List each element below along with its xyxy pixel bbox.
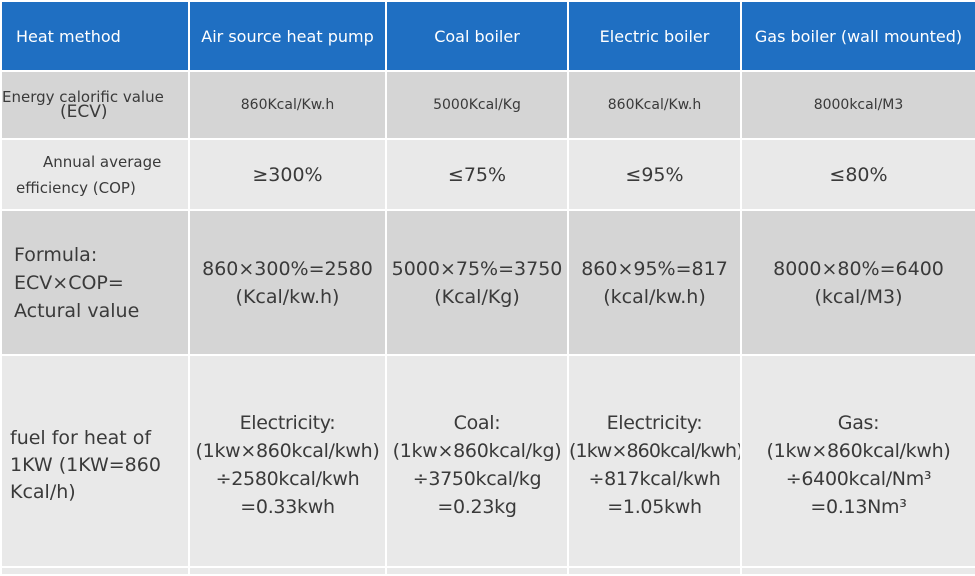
fuel-cell-gas: Gas: (1kw×860kcal/kwh) ÷6400kcal/Nm³ =0.…	[740, 354, 975, 576]
formula-coal-line1: 5000×75%=3750	[391, 257, 563, 280]
fuel-coal-line3: ÷3750kcal/kg	[412, 468, 542, 490]
ecv-row: Energy calorific value (ECV) 860Kcal/Kw.…	[0, 70, 975, 140]
formula-row-label: Formula: ECV×COP= Actural value	[0, 209, 190, 356]
cop-cell-electric: ≤95%	[567, 138, 742, 211]
fuel-row-label: fuel for heat of 1KW (1KW=860 Kcal/h)	[0, 354, 190, 576]
header-row: Heat method Air source heat pump Coal bo…	[0, 0, 975, 72]
ecv-cell-electric: 860Kcal/Kw.h	[567, 70, 742, 140]
fuel-cell-coal: Coal: (1kw×860kcal/kg) ÷3750kcal/kg =0.2…	[385, 354, 569, 576]
fuel-coal-line4: =0.23kg	[437, 496, 517, 518]
fuel-electric-line4: =1.05kwh	[607, 496, 702, 518]
formula-label-line2: ECV×COP=	[14, 271, 124, 294]
fuel-coal-line2: (1kw×860kcal/kg)	[392, 440, 562, 462]
formula-electric-line2: (kcal/kw.h)	[603, 285, 706, 308]
cop-label-line1: Annual average	[43, 152, 162, 171]
header-electric-boiler: Electric boiler	[567, 0, 742, 72]
formula-heat-pump-line2: (Kcal/kw.h)	[235, 285, 340, 308]
formula-electric-line1: 860×95%=817	[581, 257, 728, 280]
cop-row: Annual average efficiency (COP) ≥300% ≤7…	[0, 138, 975, 211]
formula-coal-line2: (Kcal/Kg)	[434, 285, 520, 308]
formula-cell-heat-pump: 860×300%=2580 (Kcal/kw.h)	[188, 209, 387, 356]
cop-cell-coal: ≤75%	[385, 138, 569, 211]
fuel-heat-pump-line2: (1kw×860kcal/kwh)	[195, 440, 380, 462]
header-gas-boiler: Gas boiler (wall mounted)	[740, 0, 975, 72]
formula-cell-gas: 8000×80%=6400 (kcal/M3)	[740, 209, 975, 356]
fuel-gas-line4: =0.13Nm³	[810, 496, 907, 518]
fuel-gas-line1: Gas:	[837, 412, 880, 434]
ecv-cell-heat-pump: 860Kcal/Kw.h	[188, 70, 387, 140]
ecv-label-line1: Energy calorific value	[2, 88, 164, 106]
fuel-label-line3: Kcal/h)	[10, 480, 76, 503]
fuel-label-line1: fuel for heat of	[10, 426, 152, 449]
cop-cell-gas: ≤80%	[740, 138, 975, 211]
header-heat-method: Heat method	[0, 0, 190, 72]
ecv-row-label: Energy calorific value (ECV)	[0, 70, 190, 140]
fuel-label-line2: 1KW (1KW=860	[10, 453, 161, 476]
header-air-source-heat-pump: Air source heat pump	[188, 0, 387, 72]
cop-label-line2: efficiency (COP)	[16, 178, 136, 197]
fuel-cell-heat-pump: Electricity: (1kw×860kcal/kwh) ÷2580kcal…	[188, 354, 387, 576]
formula-gas-line1: 8000×80%=6400	[773, 257, 944, 280]
cop-row-label: Annual average efficiency (COP)	[0, 138, 190, 211]
fuel-row: fuel for heat of 1KW (1KW=860 Kcal/h) El…	[0, 354, 975, 576]
fuel-heat-pump-line1: Electricity:	[239, 412, 336, 434]
ecv-cell-gas: 8000kcal/M3	[740, 70, 975, 140]
formula-heat-pump-line1: 860×300%=2580	[202, 257, 373, 280]
fuel-electric-line3: ÷817kcal/kwh	[588, 468, 721, 490]
ecv-cell-coal: 5000Kcal/Kg	[385, 70, 569, 140]
formula-row: Formula: ECV×COP= Actural value 860×300%…	[0, 209, 975, 356]
fuel-gas-line2: (1kw×860kcal/kwh)	[766, 440, 951, 462]
table-bottom-divider	[0, 566, 975, 568]
fuel-heat-pump-line3: ÷2580kcal/kwh	[215, 468, 360, 490]
fuel-heat-pump-line4: =0.33kwh	[240, 496, 335, 518]
fuel-cell-electric: Electricity: (1kw×860kcal/kwh) ÷817kcal/…	[567, 354, 742, 576]
formula-cell-electric: 860×95%=817 (kcal/kw.h)	[567, 209, 742, 356]
formula-cell-coal: 5000×75%=3750 (Kcal/Kg)	[385, 209, 569, 356]
fuel-electric-line1: Electricity:	[606, 412, 703, 434]
formula-gas-line2: (kcal/M3)	[814, 285, 903, 308]
fuel-coal-line1: Coal:	[453, 412, 501, 434]
formula-label-line1: Formula:	[14, 243, 98, 266]
formula-label-line3: Actural value	[14, 299, 140, 322]
ecv-label-line2: (ECV)	[60, 102, 108, 122]
header-coal-boiler: Coal boiler	[385, 0, 569, 72]
fuel-gas-line3: ÷6400kcal/Nm³	[785, 468, 932, 490]
cop-cell-heat-pump: ≥300%	[188, 138, 387, 211]
fuel-electric-line2: (1kw×860kcal/kwh)	[569, 440, 741, 462]
